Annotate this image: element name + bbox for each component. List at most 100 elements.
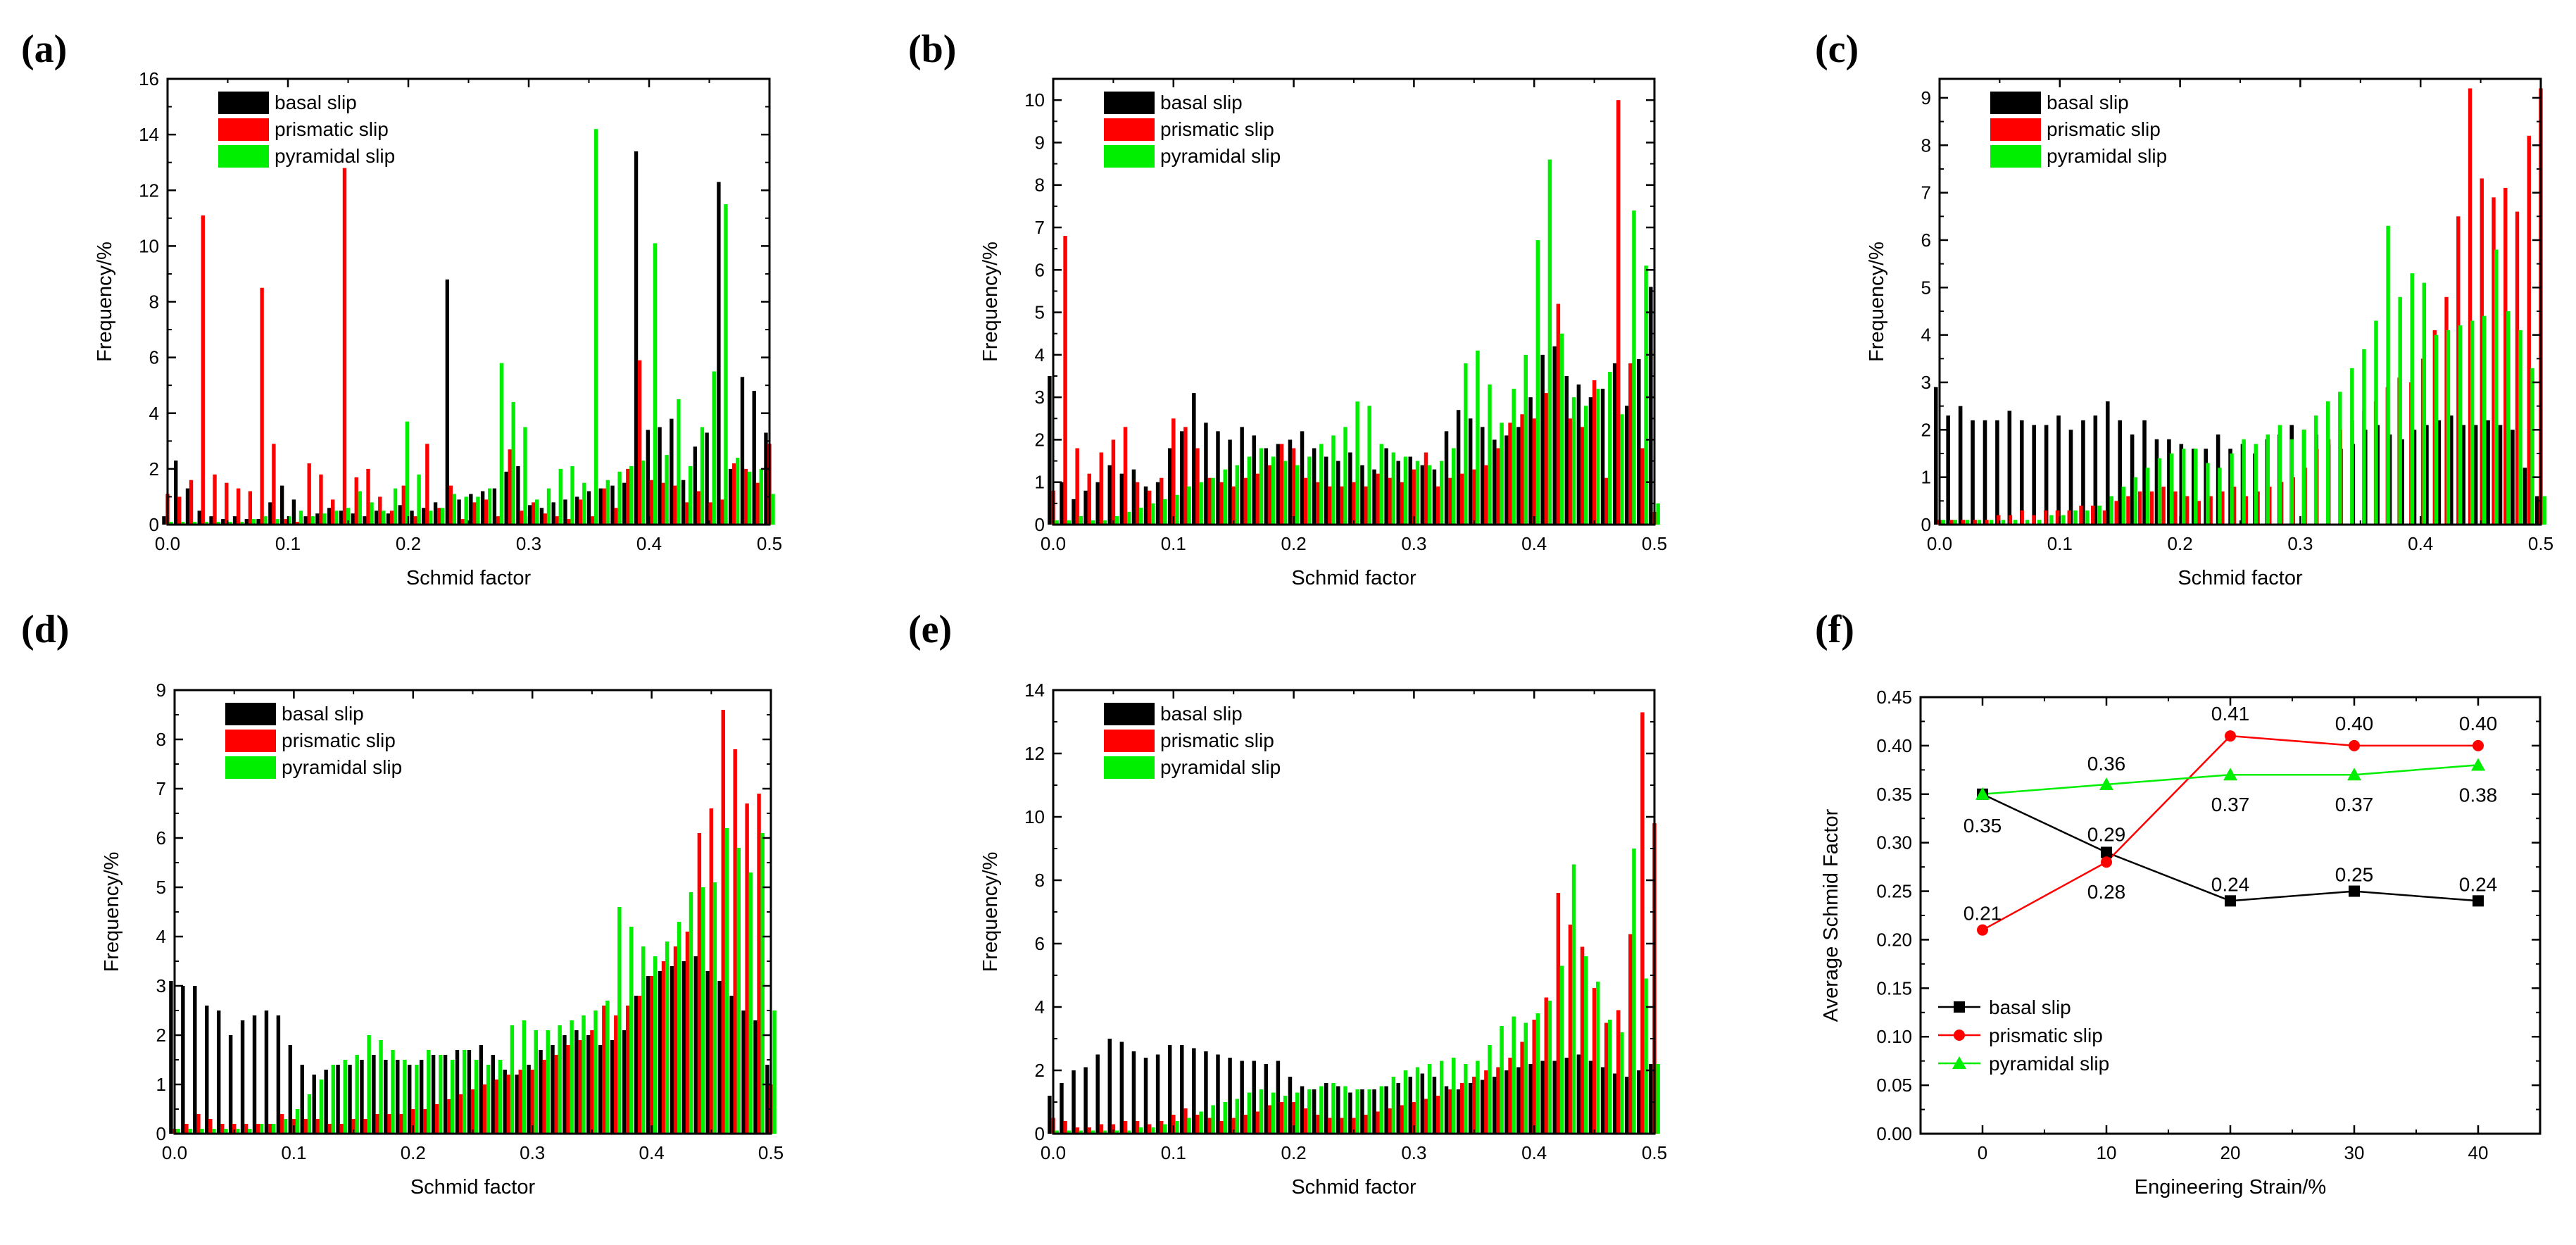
bar-basal-slip (181, 986, 185, 1134)
bar-basal-slip (384, 1060, 388, 1134)
bar-prismatic-slip (2020, 510, 2024, 525)
bar-pyramidal-slip (1391, 452, 1396, 525)
bar-pyramidal-slip (1403, 1070, 1408, 1134)
bar-basal-slip (728, 468, 733, 525)
bar-pyramidal-slip (181, 522, 185, 525)
bar-basal-slip (503, 1070, 507, 1134)
data-label: 0.40 (2335, 713, 2374, 734)
bar-prismatic-slip (1063, 1121, 1067, 1134)
bar-pyramidal-slip (474, 1060, 479, 1134)
bar-prismatic-slip (1628, 934, 1633, 1134)
bar-pyramidal-slip (283, 1119, 288, 1134)
bar-prismatic-slip (1604, 477, 1609, 525)
bar-pyramidal-slip (1547, 1001, 1552, 1134)
bar-basal-slip (646, 976, 651, 1134)
bar-pyramidal-slip (1523, 1022, 1528, 1134)
bar-prismatic-slip (1484, 1070, 1488, 1134)
bar-prismatic-slip (1412, 1102, 1416, 1134)
bar-prismatic-slip (1231, 1118, 1236, 1134)
bar-pyramidal-slip (1114, 1130, 1119, 1134)
x-tick-label: 30 (2344, 1142, 2365, 1163)
bar-prismatic-slip (1592, 380, 1597, 525)
y-tick-label: 4 (156, 926, 166, 947)
x-tick-label: 0.5 (1642, 1142, 1667, 1163)
bar-basal-slip (240, 1020, 245, 1134)
bar-prismatic-slip (1159, 477, 1164, 525)
legend-swatch (218, 92, 269, 114)
bar-prismatic-slip (1580, 427, 1585, 525)
bar-prismatic-slip (1435, 1096, 1440, 1134)
bar-pyramidal-slip (558, 1025, 562, 1134)
y-tick-label: 5 (1921, 277, 1931, 298)
y-tick-label: 10 (1024, 806, 1045, 827)
bar-pyramidal-slip (1512, 389, 1516, 525)
x-tick-label: 0.3 (520, 1142, 545, 1163)
bar-prismatic-slip (2067, 510, 2071, 525)
legend-swatch (218, 145, 269, 168)
bar-prismatic-slip (1291, 1102, 1296, 1134)
bar-basal-slip (1372, 1089, 1376, 1134)
bar-prismatic-slip (2055, 510, 2060, 525)
bar-basal-slip (1192, 1048, 1196, 1134)
bar-prismatic-slip (1135, 1121, 1140, 1134)
bar-prismatic-slip (351, 1119, 356, 1134)
bar-basal-slip (480, 491, 485, 525)
bar-pyramidal-slip (1559, 333, 1564, 525)
bar-basal-slip (1312, 1089, 1317, 1134)
bar-pyramidal-slip (1223, 1102, 1227, 1134)
bar-pyramidal-slip (688, 465, 693, 525)
bar-pyramidal-slip (1187, 1118, 1191, 1134)
bar-basal-slip (610, 1040, 615, 1134)
bar-pyramidal-slip (629, 927, 634, 1134)
bar-prismatic-slip (2468, 88, 2473, 525)
y-tick-label: 6 (1921, 230, 1931, 251)
bar-prismatic-slip (256, 1124, 260, 1134)
bar-pyramidal-slip (1656, 1064, 1660, 1134)
bar-prismatic-slip (1099, 452, 1104, 525)
bar-pyramidal-slip (771, 494, 775, 525)
bar-prismatic-slip (1424, 452, 1428, 525)
x-tick-label: 0.5 (2528, 533, 2553, 554)
bar-basal-slip (563, 499, 567, 525)
bar-prismatic-slip (1472, 469, 1476, 525)
x-tick-label: 0.5 (757, 533, 782, 554)
bar-pyramidal-slip (1965, 520, 1970, 525)
bar-prismatic-slip (1508, 423, 1512, 525)
bar-basal-slip (1958, 406, 1963, 525)
bar-prismatic-slip (2091, 506, 2095, 525)
x-tick-label: 0.0 (1927, 533, 1952, 554)
bar-prismatic-slip (1520, 1041, 1524, 1134)
bar-prismatic-slip (411, 1109, 415, 1134)
legend-swatch (1104, 145, 1155, 168)
bar-prismatic-slip (626, 1006, 630, 1134)
bar-pyramidal-slip (228, 522, 232, 525)
bar-basal-slip (2081, 420, 2085, 525)
bar-pyramidal-slip (1595, 982, 1600, 1134)
bar-pyramidal-slip (239, 522, 244, 525)
bar-basal-slip (1493, 439, 1497, 525)
bar-pyramidal-slip (2410, 273, 2414, 525)
bar-basal-slip (1360, 1089, 1364, 1134)
y-tick-label: 1 (156, 1074, 166, 1095)
bar-prismatic-slip (2044, 510, 2048, 525)
bar-prismatic-slip (225, 482, 229, 525)
y-tick-label: 0.35 (1876, 784, 1912, 805)
bar-basal-slip (1600, 389, 1605, 525)
bar-prismatic-slip (1640, 712, 1645, 1134)
y-tick-label: 9 (156, 680, 166, 701)
bar-basal-slip (1264, 1064, 1269, 1134)
bar-pyramidal-slip (1091, 520, 1095, 525)
marker-basal-slip (2473, 895, 2484, 907)
bar-basal-slip (169, 981, 173, 1134)
bar-basal-slip (516, 465, 520, 525)
bar-pyramidal-slip (2013, 520, 2018, 525)
bar-basal-slip (1180, 431, 1184, 525)
bar-pyramidal-slip (2181, 449, 2186, 525)
bar-pyramidal-slip (736, 458, 740, 525)
bar-basal-slip (1204, 423, 1208, 525)
bar-prismatic-slip (1267, 1105, 1272, 1134)
bar-pyramidal-slip (511, 401, 515, 525)
y-tick-label: 0.10 (1876, 1026, 1912, 1047)
y-tick-label: 9 (1035, 132, 1045, 153)
bar-pyramidal-slip (2025, 520, 2030, 525)
